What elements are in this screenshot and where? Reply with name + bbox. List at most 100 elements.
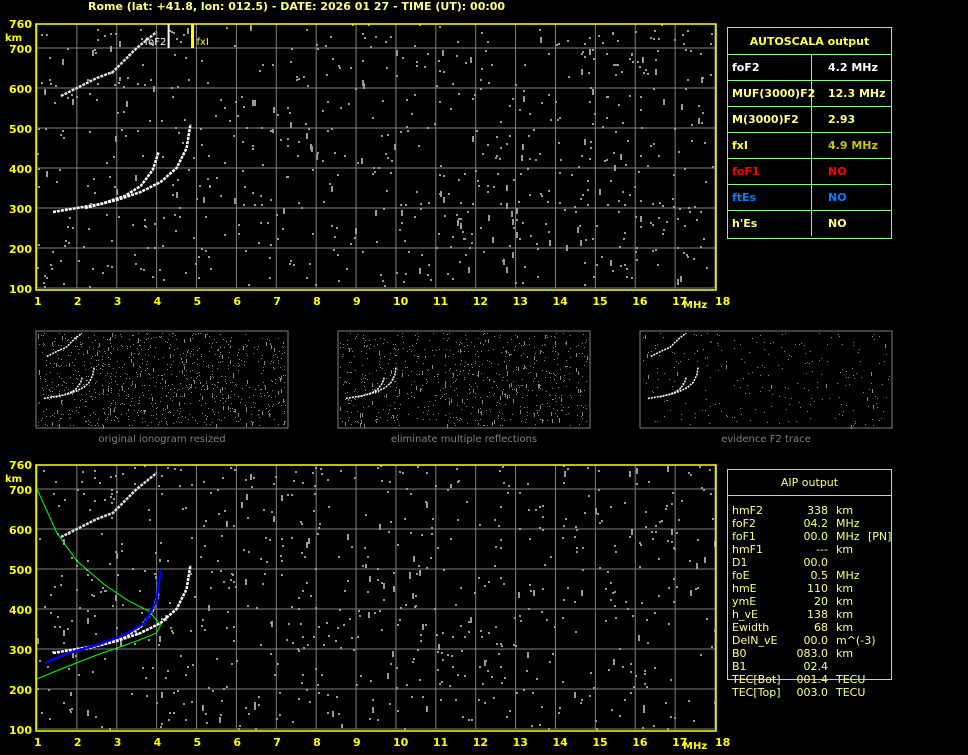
noise-dot (318, 692, 320, 694)
aip-cell: B0 (732, 647, 747, 660)
thumbnail-noise (583, 407, 584, 408)
thumbnail-noise (72, 411, 73, 412)
thumbnail-noise (342, 356, 343, 357)
noise-dot (354, 477, 356, 479)
thumbnail-noise (236, 385, 237, 386)
thumbnail-noise (655, 348, 656, 349)
thumbnail-noise (749, 352, 750, 353)
thumbnail-noise (551, 336, 552, 337)
aip-cell: 00.0 (803, 556, 829, 569)
thumbnail-noise (734, 340, 735, 341)
noise-dot (188, 79, 190, 81)
noise-dot (280, 555, 282, 557)
thumbnail-noise (230, 346, 231, 347)
noise-dot (322, 110, 324, 112)
noise-dot (279, 714, 281, 716)
noise-dot (205, 216, 207, 218)
x-tick-label: 14 (552, 736, 568, 749)
thumbnail-noise (429, 401, 430, 402)
noise-dot (235, 101, 237, 103)
thumbnail-noise (446, 393, 447, 394)
thumbnail-noise (498, 364, 499, 365)
noise-dot (170, 627, 172, 629)
thumbnail-noise (66, 383, 67, 384)
thumbnail-noise (379, 364, 380, 365)
thumbnail-noise (111, 388, 112, 389)
noise-dot (502, 466, 504, 468)
noise-dot (399, 229, 401, 231)
thumbnail-noise (210, 424, 211, 425)
thumbnail-noise (181, 359, 182, 360)
thumbnail-noise (138, 403, 139, 404)
thumbnail-noise (59, 333, 60, 334)
noise-dot (365, 566, 367, 568)
noise-dot (383, 208, 385, 210)
noise-dot (630, 663, 632, 665)
autoscala-label: M(3000)F2 (728, 107, 812, 132)
noise-dot (245, 707, 247, 709)
thumbnail-noise (62, 400, 63, 401)
thumbnail-noise (209, 351, 210, 352)
noise-dot (270, 199, 272, 201)
thumbnail-noise (128, 419, 129, 420)
noise-dot (143, 269, 145, 271)
noise-dot (301, 523, 303, 525)
thumbnail-noise (560, 376, 561, 380)
thumbnail-noise (262, 338, 263, 339)
thumbnail-noise (846, 405, 847, 406)
thumbnail-noise (161, 421, 162, 422)
noise-dot (295, 471, 297, 473)
thumbnail-noise (796, 421, 797, 422)
noise-dot (327, 101, 329, 103)
thumbnail-noise (487, 425, 488, 426)
thumbnail-noise (523, 353, 524, 354)
thumbnail-noise (529, 338, 530, 339)
noise-dot (141, 612, 143, 614)
thumbnail-noise (571, 397, 572, 398)
noise-dot (82, 471, 84, 473)
thumbnail-noise (168, 412, 169, 413)
thumbnail-noise (549, 372, 550, 373)
thumbnail-noise (504, 394, 505, 395)
x-tick-label: 3 (114, 736, 122, 749)
noise-dot (185, 674, 187, 676)
thumbnail-noise (445, 354, 446, 358)
noise-dot (224, 162, 226, 164)
noise-dot (481, 636, 483, 638)
noise-dot (63, 539, 65, 545)
thumbnail-noise (855, 423, 856, 424)
noise-dot (92, 671, 94, 673)
noise-dot (144, 570, 146, 572)
thumbnail-noise (204, 389, 205, 390)
noise-dot (626, 276, 628, 278)
noise-dot (67, 48, 69, 50)
noise-dot (655, 531, 657, 533)
noise-dot (245, 579, 247, 585)
thumbnail-noise (379, 351, 380, 355)
noise-dot (529, 584, 531, 586)
noise-dot (640, 200, 642, 202)
noise-dot (297, 648, 299, 650)
noise-dot (323, 644, 325, 646)
thumbnail-noise (142, 422, 143, 423)
thumbnail-noise (271, 361, 272, 362)
thumbnail-noise (98, 419, 99, 420)
thumbnail-noise (408, 414, 409, 415)
thumbnail-noise (162, 388, 163, 389)
noise-dot (258, 704, 260, 706)
thumbnail-noise (207, 334, 208, 335)
thumbnail-noise (839, 336, 840, 337)
thumbnail-noise (374, 346, 375, 347)
thumbnail-noise (180, 408, 181, 409)
thumbnail-noise (396, 355, 397, 356)
thumbnail-noise (530, 372, 531, 373)
thumbnail-noise (66, 387, 67, 388)
noise-dot (121, 543, 123, 545)
noise-dot (68, 242, 70, 244)
thumbnail-noise (285, 375, 286, 376)
thumbnail-noise (282, 346, 283, 347)
noise-dot (91, 579, 93, 581)
thumbnail-noise (230, 408, 231, 409)
noise-dot (367, 591, 369, 593)
noise-dot (89, 286, 91, 288)
